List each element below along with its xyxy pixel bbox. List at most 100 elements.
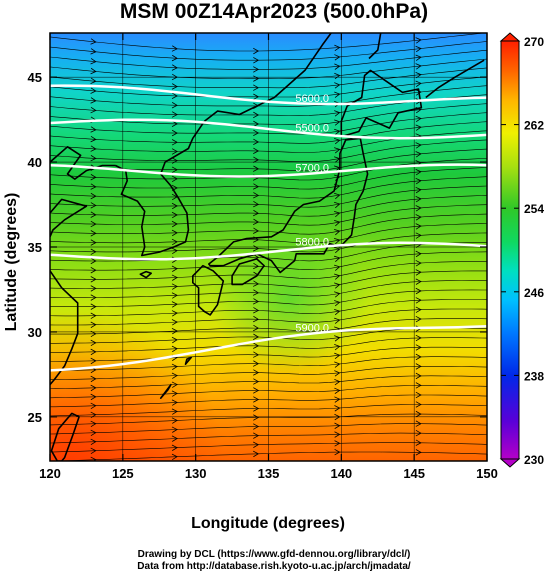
wind-arrow [334, 138, 341, 145]
x-tick-label: 120 [39, 466, 61, 481]
coast-ryukyu-okinawa [159, 383, 172, 399]
streamline [50, 121, 487, 144]
wind-arrow [171, 175, 178, 183]
wind-arrow [171, 301, 178, 308]
colorbar-tick-label: 230 [524, 453, 544, 467]
wind-arrow [171, 390, 178, 397]
wind-arrow [90, 192, 97, 200]
wind-arrow [334, 291, 341, 298]
wind-arrow [253, 360, 260, 367]
streamline [50, 251, 487, 271]
wind-arrow [415, 89, 422, 96]
wind-arrow [253, 93, 260, 100]
wind-arrow [252, 192, 260, 199]
wind-arrow [253, 441, 260, 448]
wind-arrow [253, 450, 260, 458]
wind-arrow [171, 453, 178, 461]
wind-arrow [334, 72, 341, 80]
x-tick-label: 135 [258, 466, 280, 481]
wind-arrow [253, 351, 260, 358]
wind-arrow [90, 48, 97, 55]
streamline [50, 58, 487, 79]
wind-arrow [334, 255, 341, 262]
wind-arrow [253, 57, 260, 64]
wind-arrow [90, 239, 97, 246]
wind-arrow [415, 151, 422, 158]
streamline [50, 204, 487, 226]
wind-arrow [90, 456, 97, 461]
wind-arrow [253, 387, 260, 394]
wind-arrow [415, 71, 422, 79]
wind-arrow [415, 372, 422, 380]
streamline [50, 49, 487, 70]
wind-arrow [252, 307, 260, 314]
wind-arrow [90, 339, 97, 347]
wind-arrow [415, 382, 422, 389]
wind-arrow [334, 300, 341, 307]
wind-arrow [415, 250, 422, 258]
wind-arrow [90, 402, 97, 410]
wind-arrow [171, 426, 178, 433]
wind-arrow [90, 393, 97, 401]
streamline [50, 176, 487, 199]
wind-arrow [252, 289, 260, 296]
wind-arrow [334, 440, 341, 447]
streamline [50, 423, 487, 435]
wind-arrow [90, 77, 97, 85]
x-tick-label: 150 [476, 466, 498, 481]
wind-arrow [334, 370, 341, 377]
wind-arrow [252, 218, 260, 225]
wind-arrow [253, 165, 260, 172]
wind-arrow [90, 438, 97, 446]
streamline [50, 356, 487, 371]
contour-line [50, 324, 487, 372]
streamline [50, 130, 487, 153]
wind-arrow [253, 369, 260, 376]
wind-arrow [415, 344, 422, 351]
wind-arrow [171, 310, 178, 317]
wind-arrow [90, 97, 97, 104]
coast-kurils [425, 59, 485, 99]
y-axis-label: Latitude (degrees) [3, 193, 20, 332]
footer-credit-dcl: Drawing by DCL (https://www.gfd-dennou.o… [137, 549, 411, 560]
streamline [50, 67, 487, 89]
wind-arrow [415, 45, 422, 53]
wind-arrow [415, 439, 422, 446]
wind-arrow [415, 115, 422, 123]
coast-jeju [139, 270, 152, 279]
wind-arrow [253, 423, 260, 430]
wind-arrow [90, 155, 97, 162]
streamline [50, 270, 487, 289]
contour-label: 5700.0 [295, 163, 329, 175]
y-tick-label: 45 [28, 70, 42, 85]
streamline [50, 139, 487, 162]
contour-label: 5600.0 [295, 93, 329, 105]
wind-arrow [415, 214, 422, 221]
colorbar: 230 238 246 254 262 270 [499, 32, 544, 468]
streamline [50, 289, 487, 307]
streamline [50, 232, 487, 253]
x-tick-label: 130 [185, 466, 207, 481]
wind-arrow [415, 401, 422, 408]
streamline [50, 103, 487, 126]
wind-arrow [171, 372, 178, 379]
wind-arrow [334, 91, 341, 98]
wind-arrow [334, 448, 341, 456]
streamline [50, 366, 487, 380]
coast-china-east [50, 270, 79, 386]
contour-label: 5800.0 [295, 237, 329, 249]
wind-arrow [171, 73, 178, 81]
wind-arrow [334, 246, 341, 254]
streamline [50, 337, 487, 353]
wind-arrow [334, 220, 341, 227]
wind-arrow [171, 111, 178, 118]
wind-arrow [90, 429, 97, 437]
contour-label: 5500.0 [295, 123, 329, 135]
streamline [50, 185, 487, 208]
wind-arrow [171, 345, 178, 353]
wind-arrow [334, 63, 341, 70]
wind-arrow [334, 396, 341, 403]
y-tick-label: 40 [28, 155, 42, 170]
wind-arrow [415, 260, 422, 267]
